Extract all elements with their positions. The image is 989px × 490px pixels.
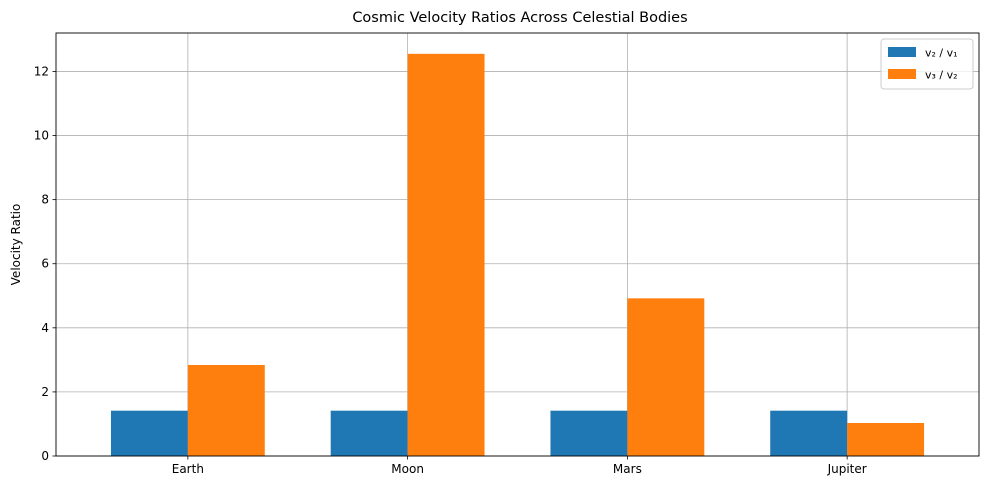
legend: v₂ / v₁ v₃ / v₂ <box>880 38 974 90</box>
bar-series-1 <box>770 410 848 456</box>
y-axis-label: Velocity Ratio <box>9 204 23 286</box>
bars <box>110 53 925 457</box>
bar-series-2 <box>847 422 925 456</box>
x-tick-label: Mars <box>613 462 642 476</box>
bar-series-1 <box>330 410 408 456</box>
y-tick-label: 0 <box>41 449 49 463</box>
y-tick-label: 2 <box>41 385 49 399</box>
x-tick-label: Earth <box>172 462 204 476</box>
y-tick-label: 8 <box>41 193 49 207</box>
y-tick-label: 6 <box>41 257 49 271</box>
bar-series-2 <box>627 298 705 456</box>
plot-frame <box>55 32 980 457</box>
legend-label: v₃ / v₂ <box>925 69 958 82</box>
y-tick-label: 12 <box>34 64 49 78</box>
legend-swatch <box>888 47 916 57</box>
y-tick-label: 4 <box>41 321 49 335</box>
x-tick-label: Moon <box>391 462 424 476</box>
legend-swatch <box>888 69 916 79</box>
x-tick-label: Jupiter <box>827 462 867 476</box>
chart-title: Cosmic Velocity Ratios Across Celestial … <box>352 10 687 26</box>
bar-series-2 <box>187 364 265 456</box>
y-tick-label: 10 <box>34 129 49 143</box>
y-axis-ticks: 0 2 4 6 8 10 12 <box>34 64 56 463</box>
bar-series-2 <box>407 53 485 457</box>
legend-label: v₂ / v₁ <box>925 47 958 60</box>
x-axis-ticks: Earth Moon Mars Jupiter <box>172 456 867 476</box>
bar-series-1 <box>110 410 188 456</box>
bar-series-1 <box>550 410 628 456</box>
